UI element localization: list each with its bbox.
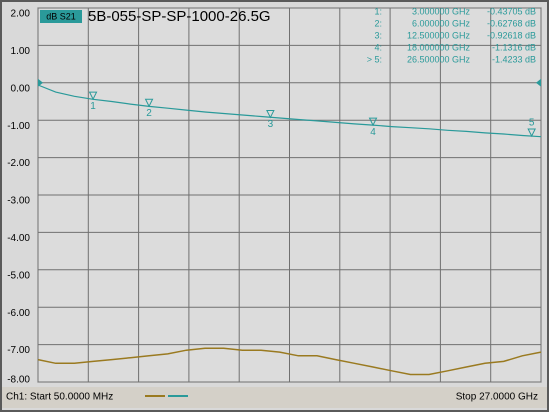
y-tick-label: -1.00 (7, 121, 30, 132)
marker-table-value: -0.62768 dB (487, 18, 536, 28)
y-tick-label: 2.00 (11, 9, 31, 20)
marker-table-frequency: 6.000000 GHz (412, 18, 471, 28)
marker-table-frequency: 12.500000 GHz (407, 30, 471, 40)
footer-bar (2, 387, 547, 408)
marker (266, 109, 275, 119)
marker-table-label: 1: (374, 6, 382, 16)
marker-tag: 3 (268, 119, 274, 130)
marker-table-frequency: 18.000000 GHz (407, 42, 471, 52)
marker-tag: 4 (370, 127, 376, 138)
y-tick-label: -6.00 (7, 308, 30, 319)
y-tick-label: -4.00 (7, 233, 30, 244)
marker (88, 91, 98, 101)
footer-stop: Stop 27.0000 GHz (456, 392, 538, 403)
reference-arrow (38, 78, 43, 87)
y-tick-label: -8.00 (7, 375, 30, 386)
y-tick-label: -5.00 (7, 270, 30, 281)
marker (144, 98, 154, 108)
y-tick-label: -2.00 (7, 158, 30, 169)
marker-tag: 1 (90, 101, 96, 112)
marker-table-label: 4: (374, 42, 382, 52)
marker-tag: 2 (146, 108, 152, 119)
marker-table-frequency: 26.500000 GHz (407, 54, 471, 64)
channel-badge (40, 10, 82, 23)
marker-table-value: -0.92618 dB (487, 30, 536, 40)
marker-table-label: 2: (374, 18, 382, 28)
marker-table-label: > 5: (367, 54, 382, 64)
marker-table-value: -1.4233 dB (492, 54, 536, 64)
y-tick-label: 1.00 (11, 46, 31, 57)
marker-table-value: -1.1316 dB (492, 42, 536, 52)
footer-start: Ch1: Start 50.0000 MHz (6, 392, 113, 403)
trace (37, 347, 542, 376)
marker (527, 128, 536, 138)
marker-table-label: 3: (374, 30, 382, 40)
marker (368, 117, 378, 127)
marker-table-value: -0.43705 dB (487, 6, 536, 16)
y-tick-label: -7.00 (7, 345, 30, 356)
marker-tag: 5 (529, 118, 535, 129)
y-tick-label: -3.00 (7, 196, 30, 207)
chart-title: 5B-055-SP-SP-1000-26.5G (88, 8, 271, 25)
trace (37, 84, 542, 138)
y-tick-label: 0.00 (11, 83, 31, 94)
channel-label: dB S21 (46, 11, 76, 21)
reference-arrow (536, 78, 541, 87)
marker-table-frequency: 3.000000 GHz (412, 6, 471, 16)
